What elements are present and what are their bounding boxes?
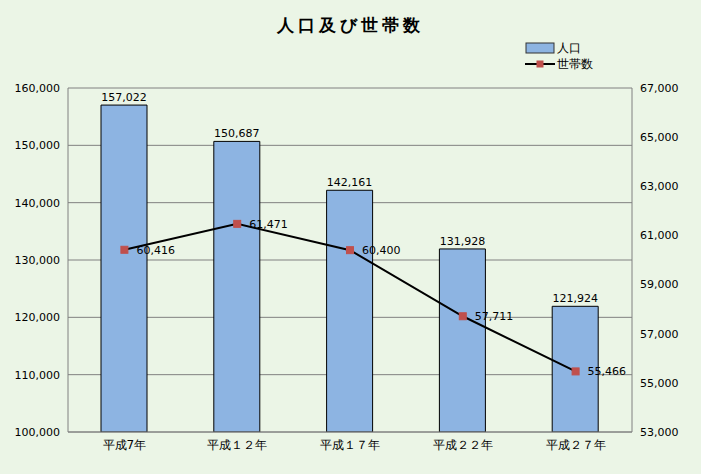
svg-text:平成１２年: 平成１２年	[207, 438, 267, 452]
svg-text:61,000: 61,000	[640, 229, 679, 242]
svg-text:平成7年: 平成7年	[103, 438, 147, 452]
svg-text:131,928: 131,928	[440, 235, 486, 248]
svg-text:120,000: 120,000	[15, 311, 61, 324]
svg-text:157,022: 157,022	[101, 91, 147, 104]
svg-text:63,000: 63,000	[640, 180, 679, 193]
svg-text:平成２７年: 平成２７年	[546, 438, 606, 452]
svg-text:61,471: 61,471	[249, 218, 288, 231]
svg-text:67,000: 67,000	[640, 82, 679, 95]
svg-text:100,000: 100,000	[15, 426, 61, 439]
html-text:人口: 人口	[557, 41, 581, 55]
svg-text:142,161: 142,161	[327, 176, 373, 189]
html-text:人口及び世帯数: 人口及び世帯数	[277, 15, 424, 35]
svg-text:59,000: 59,000	[640, 278, 679, 291]
html-text:世帯数: 世帯数	[557, 57, 593, 71]
svg-text:121,924: 121,924	[552, 292, 598, 305]
svg-text:55,466: 55,466	[588, 365, 627, 378]
svg-text:160,000: 160,000	[15, 82, 61, 95]
svg-text:60,400: 60,400	[362, 244, 401, 257]
svg-text:平成２２年: 平成２２年	[433, 438, 493, 452]
svg-text:140,000: 140,000	[15, 197, 61, 210]
svg-text:150,000: 150,000	[15, 139, 61, 152]
svg-text:53,000: 53,000	[640, 426, 679, 439]
svg-text:110,000: 110,000	[15, 369, 61, 382]
svg-text:65,000: 65,000	[640, 131, 679, 144]
svg-text:平成１７年: 平成１７年	[320, 438, 380, 452]
svg-text:57,711: 57,711	[475, 310, 514, 323]
svg-text:130,000: 130,000	[15, 254, 61, 267]
svg-text:57,000: 57,000	[640, 328, 679, 341]
svg-text:150,687: 150,687	[214, 127, 260, 140]
svg-text:55,000: 55,000	[640, 377, 679, 390]
svg-text:60,416: 60,416	[136, 244, 175, 257]
